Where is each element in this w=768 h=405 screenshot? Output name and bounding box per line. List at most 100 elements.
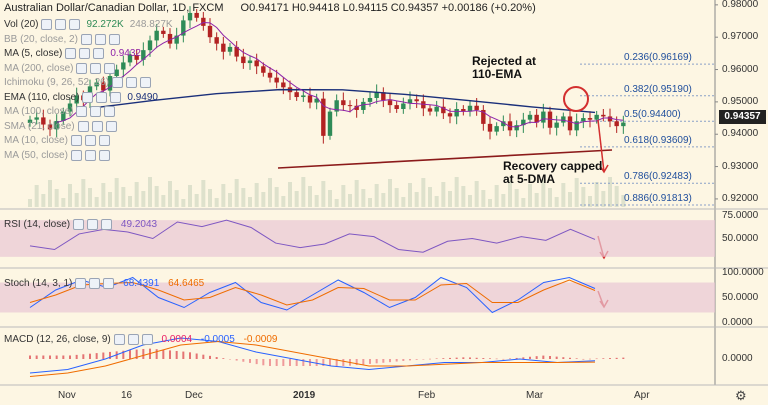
- indicator-option-icon[interactable]: [55, 19, 67, 30]
- macd-histogram-bar: [155, 349, 158, 359]
- indicator-option-icon[interactable]: [108, 33, 120, 45]
- volume-bar: [254, 183, 259, 207]
- volume-bar: [114, 178, 119, 207]
- fib-level-label: 0.236(0.96169): [624, 52, 692, 64]
- macd-histogram-bar: [355, 359, 358, 366]
- indicator-option-icon[interactable]: [82, 91, 94, 103]
- price-tick-label: 0.96000: [722, 63, 759, 75]
- indicator-option-icon[interactable]: [90, 62, 102, 74]
- macd-histogram-bar: [529, 356, 531, 359]
- indicator-option-icon[interactable]: [98, 149, 110, 161]
- candle-body: [61, 111, 66, 121]
- indicator-row[interactable]: MA (100, close): [4, 106, 116, 118]
- indicator-option-icon[interactable]: [79, 48, 91, 59]
- candle-body: [481, 109, 486, 124]
- macd-histogram-bar: [35, 355, 38, 359]
- macd-signal-value: -0.0009: [243, 334, 278, 346]
- candle-body: [621, 122, 626, 127]
- indicator-row[interactable]: Ichimoku (9, 26, 52, 26): [4, 77, 152, 89]
- macd-histogram-bar: [442, 358, 445, 359]
- volume-bar: [341, 185, 346, 207]
- candle-body: [567, 116, 573, 131]
- candle-body: [94, 82, 99, 87]
- volume-bar: [268, 178, 272, 207]
- chart-header: Australian Dollar/Canadian Dollar, 1D, F…: [4, 2, 536, 14]
- volume-bar: [368, 198, 372, 207]
- volume-bar: [508, 180, 512, 207]
- fib-level-label: 0.886(0.91813): [624, 192, 692, 204]
- volume-bar: [548, 188, 552, 207]
- volume-bar: [348, 194, 352, 207]
- indicator-option-icon[interactable]: [112, 77, 124, 88]
- indicator-option-icon[interactable]: [65, 48, 77, 59]
- indicator-option-icon[interactable]: [76, 106, 88, 117]
- price-tick-label: 0.92000: [722, 192, 759, 204]
- stoch-k-value: 68.4391: [123, 278, 160, 290]
- indicator-option-icon[interactable]: [70, 149, 82, 161]
- indicator-option-icon[interactable]: [96, 91, 108, 103]
- macd-histogram-bar: [222, 358, 225, 359]
- indicator-row[interactable]: SMA (21, close): [4, 120, 117, 133]
- indicator-option-icon[interactable]: [98, 135, 110, 146]
- macd-histogram-bar: [602, 358, 605, 359]
- volume-bar: [461, 186, 466, 207]
- volume-bar: [421, 178, 426, 207]
- candle-body: [187, 12, 193, 21]
- indicator-option-icon[interactable]: [77, 120, 89, 132]
- indicator-option-icon[interactable]: [93, 48, 105, 59]
- volume-bar: [621, 195, 626, 207]
- rsi-tick-label: 50.0000: [722, 232, 759, 244]
- ohlc-readout: O0.94171 H0.94418 L0.94115 C0.94357 +0.0…: [240, 2, 536, 14]
- candle-body: [594, 114, 599, 120]
- indicator-row[interactable]: BB (20, close, 2): [4, 33, 120, 46]
- volume-bar: [501, 194, 506, 207]
- macd-hist-value: 0.0004: [161, 334, 193, 346]
- candle-body: [54, 120, 59, 130]
- macd-histogram-bar: [455, 357, 458, 359]
- stoch-legend: Stoch (14, 3, 1) 68.4391 64.6465: [4, 278, 205, 290]
- indicator-option-icon[interactable]: [105, 120, 117, 132]
- volume-bar: [261, 192, 266, 207]
- macd-histogram-bar: [269, 359, 271, 366]
- macd-histogram-bar: [475, 357, 478, 359]
- indicator-option-icon[interactable]: [104, 106, 116, 117]
- indicator-option-icon[interactable]: [104, 62, 116, 74]
- macd-histogram-bar: [489, 358, 491, 359]
- indicator-option-icon[interactable]: [84, 149, 96, 161]
- indicator-option-icon[interactable]: [140, 77, 152, 88]
- indicator-option-icon[interactable]: [90, 106, 102, 117]
- indicator-option-icon[interactable]: [69, 19, 81, 30]
- indicator-option-icon[interactable]: [80, 33, 92, 45]
- annotation-rejected: Rejected at 110-EMA: [472, 54, 537, 81]
- candle-body: [114, 69, 119, 77]
- indicator-option-icon[interactable]: [110, 91, 122, 103]
- stoch-band: [0, 282, 715, 313]
- indicator-row[interactable]: MA (5, close) 0.9432: [4, 48, 141, 60]
- indicator-row[interactable]: EMA (110, close) 0.9490: [4, 91, 158, 104]
- indicator-label: Vol (20): [4, 19, 39, 31]
- indicator-option-icon[interactable]: [126, 77, 138, 88]
- indicator-option-icon[interactable]: [70, 135, 82, 146]
- indicator-row[interactable]: MA (200, close): [4, 62, 116, 75]
- indicator-row[interactable]: Vol (20) 92.272K 248.827K: [4, 19, 173, 31]
- candle-body: [554, 122, 559, 128]
- macd-histogram-bar: [215, 357, 218, 359]
- candle-body: [361, 101, 366, 110]
- indicator-row[interactable]: MA (50, close): [4, 149, 110, 162]
- macd-histogram-bar: [595, 358, 598, 360]
- indicator-row[interactable]: MA (10, close): [4, 135, 110, 147]
- indicator-option-icon[interactable]: [76, 62, 88, 74]
- candle-body: [67, 103, 73, 112]
- candle-body: [507, 121, 513, 131]
- macd-histogram-bar: [182, 351, 185, 359]
- indicator-option-icon[interactable]: [94, 33, 106, 45]
- indicator-option-icon[interactable]: [41, 19, 53, 30]
- volume-bar: [381, 193, 386, 207]
- macd-histogram-bar: [535, 356, 538, 359]
- indicator-option-icon[interactable]: [91, 120, 103, 132]
- indicator-option-icon[interactable]: [84, 135, 96, 146]
- volume-bar: [161, 195, 166, 207]
- volume-bar: [434, 196, 439, 207]
- settings-gear-icon[interactable]: ⚙: [735, 388, 747, 403]
- macd-histogram-bar: [202, 354, 205, 359]
